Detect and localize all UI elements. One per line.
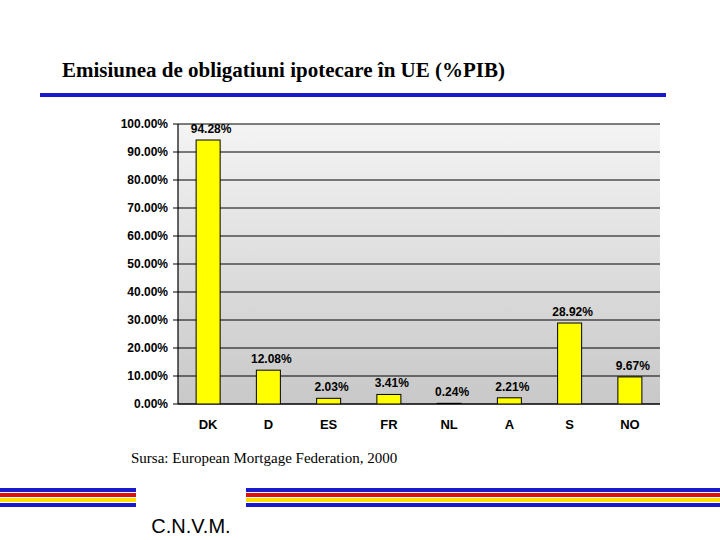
bar xyxy=(558,323,582,404)
tick-label: 20.00% xyxy=(127,341,168,355)
bar xyxy=(497,398,521,404)
grid-line xyxy=(178,319,660,320)
tick-label: 80.00% xyxy=(127,173,168,187)
x-axis xyxy=(178,403,660,404)
data-label: 3.41% xyxy=(375,376,409,390)
tick-mark xyxy=(173,264,178,265)
data-label: 9.67% xyxy=(616,359,650,373)
category-label: FR xyxy=(380,417,398,432)
footer-stripe xyxy=(0,488,136,492)
category-label: A xyxy=(505,417,515,432)
footer-stripe xyxy=(0,493,136,497)
grid-line xyxy=(178,403,660,404)
category-label: D xyxy=(264,417,273,432)
tick-label: 30.00% xyxy=(127,313,168,327)
tick-mark xyxy=(173,124,178,125)
tick-mark xyxy=(173,236,178,237)
tick-label: 50.00% xyxy=(127,257,168,271)
grid-line xyxy=(178,179,660,180)
tick-mark xyxy=(173,180,178,181)
category-label: S xyxy=(565,417,574,432)
bar xyxy=(437,403,461,404)
grid-line xyxy=(178,375,660,376)
tick-mark xyxy=(173,404,178,405)
source: Sursa: European Mortgage Federation, 200… xyxy=(131,450,397,466)
bar xyxy=(196,140,220,404)
tick-label: 0.00% xyxy=(134,397,168,411)
data-label: 12.08% xyxy=(251,352,292,366)
bar xyxy=(317,398,341,404)
tick-label: 90.00% xyxy=(127,145,168,159)
grid-line xyxy=(178,291,660,292)
tick-mark xyxy=(173,152,178,153)
data-label: 2.03% xyxy=(315,380,349,394)
title: Emisiunea de obligatiuni ipotecare în UE… xyxy=(62,58,505,82)
footer-stripe xyxy=(0,503,136,507)
footer-stripe xyxy=(246,503,720,507)
footer-stripe xyxy=(246,493,720,497)
tick-label: 10.00% xyxy=(127,369,168,383)
category-label: ES xyxy=(320,417,338,432)
tick-label: 70.00% xyxy=(127,201,168,215)
bar xyxy=(377,394,401,404)
footer-stripe xyxy=(246,498,720,502)
plot-area xyxy=(178,124,660,404)
tick-label: 60.00% xyxy=(127,229,168,243)
tick-mark xyxy=(173,208,178,209)
bar xyxy=(256,370,280,404)
grid-line xyxy=(178,123,660,124)
tick-mark xyxy=(173,320,178,321)
data-label: 94.28% xyxy=(191,122,232,136)
tick-mark xyxy=(173,376,178,377)
data-label: 2.21% xyxy=(495,380,529,394)
grid-line xyxy=(178,235,660,236)
bars xyxy=(196,140,642,404)
grid-line xyxy=(178,263,660,264)
category-label: DK xyxy=(199,417,218,432)
category-label: NL xyxy=(440,417,457,432)
y-axis xyxy=(177,124,178,404)
tick-mark xyxy=(173,292,178,293)
footer-stripe xyxy=(246,488,720,492)
footer-stripe xyxy=(0,498,136,502)
page: Emisiunea de obligatiuni ipotecare în UE… xyxy=(0,0,720,540)
data-label: 28.92% xyxy=(552,305,593,319)
grid-line xyxy=(178,207,660,208)
data-label: 0.24% xyxy=(435,385,469,399)
tick-label: 100.00% xyxy=(121,117,169,131)
tick-label: 40.00% xyxy=(127,285,168,299)
tick-mark xyxy=(173,348,178,349)
title-rule xyxy=(40,93,666,97)
bar xyxy=(618,377,642,404)
footer-logo: C.N.V.M. xyxy=(151,515,230,537)
grid-line xyxy=(178,151,660,152)
category-label: NO xyxy=(620,417,640,432)
grid-line xyxy=(178,347,660,348)
